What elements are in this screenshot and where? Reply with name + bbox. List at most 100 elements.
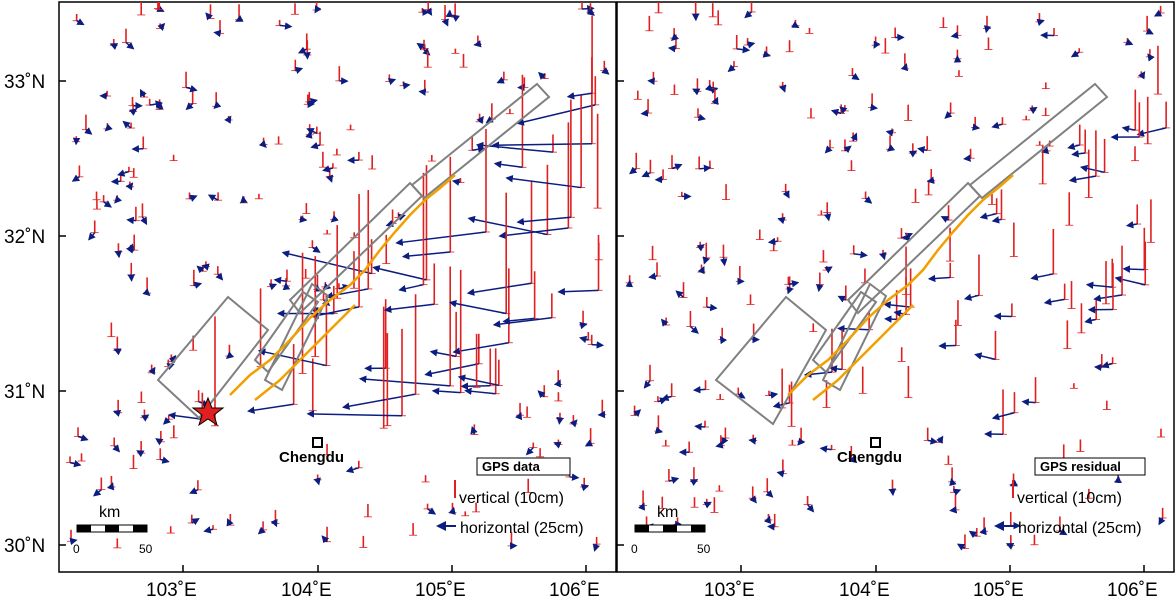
gps-station bbox=[142, 277, 152, 297]
gps-station bbox=[418, 79, 429, 96]
gps-station bbox=[189, 269, 203, 289]
gps-station bbox=[791, 19, 800, 29]
right-panel: Chengdu GPS residual vertical (10cm) hor… bbox=[616, 1, 1175, 573]
gps-station bbox=[722, 184, 731, 200]
left-scale-tick-50: 50 bbox=[139, 542, 153, 556]
gps-station bbox=[600, 60, 610, 75]
gps-station bbox=[1153, 45, 1162, 95]
x-tick-106e-left: 106˚E bbox=[549, 580, 600, 599]
gps-station bbox=[303, 94, 316, 109]
gps-station bbox=[670, 28, 680, 41]
gps-station bbox=[553, 439, 563, 449]
gps-station bbox=[904, 365, 913, 399]
gps-station bbox=[423, 51, 432, 68]
gps-station bbox=[113, 538, 122, 549]
gps-station bbox=[702, 498, 712, 509]
gps-station bbox=[569, 415, 578, 428]
gps-station bbox=[1084, 488, 1093, 499]
gps-station bbox=[235, 4, 244, 22]
gps-station bbox=[815, 272, 824, 293]
gps-station bbox=[464, 348, 500, 396]
gps-station bbox=[819, 250, 828, 263]
gps-station bbox=[1143, 15, 1154, 35]
gps-station bbox=[991, 117, 1007, 129]
gps-station bbox=[395, 129, 490, 246]
gps-station bbox=[705, 79, 714, 92]
gps-station bbox=[399, 81, 411, 90]
gps-station bbox=[1093, 245, 1127, 302]
gps-station bbox=[129, 454, 138, 469]
gps-station bbox=[689, 467, 699, 486]
gps-station bbox=[917, 136, 932, 154]
gps-station bbox=[677, 191, 692, 201]
gps-station bbox=[475, 113, 484, 125]
gps-station bbox=[1041, 82, 1050, 90]
gps-station bbox=[648, 245, 657, 261]
gps-station bbox=[678, 441, 694, 456]
gps-station bbox=[155, 430, 165, 446]
gps-station bbox=[819, 444, 836, 453]
gps-station bbox=[640, 99, 653, 117]
gps-station bbox=[321, 526, 332, 544]
gps-station bbox=[363, 503, 372, 518]
gps-station bbox=[1021, 377, 1040, 406]
gps-station bbox=[710, 89, 719, 106]
gps-station bbox=[358, 266, 455, 387]
gps-station bbox=[923, 427, 939, 445]
gps-station bbox=[303, 40, 312, 60]
x-tick-105e-right: 105˚E bbox=[973, 580, 1024, 599]
gps-station bbox=[953, 49, 962, 63]
gps-station bbox=[1030, 534, 1039, 546]
y-tick-30n: 30˚N bbox=[4, 536, 45, 557]
gps-station bbox=[1145, 49, 1155, 62]
y-tick-32n: 32˚N bbox=[4, 227, 45, 248]
gps-station bbox=[306, 328, 406, 418]
gps-station bbox=[81, 114, 93, 135]
gps-station bbox=[273, 269, 291, 285]
gps-station bbox=[979, 517, 989, 536]
gps-station bbox=[107, 475, 116, 491]
gps-station bbox=[938, 319, 960, 350]
gps-station bbox=[345, 460, 363, 474]
gps-station bbox=[129, 168, 138, 178]
gps-station bbox=[207, 192, 223, 202]
gps-station bbox=[383, 263, 439, 314]
gps-station bbox=[536, 448, 545, 458]
gps-station bbox=[275, 19, 293, 30]
gps-station bbox=[1153, 5, 1165, 17]
gps-station bbox=[748, 434, 758, 445]
gps-station bbox=[946, 227, 955, 262]
gps-station bbox=[1070, 48, 1084, 58]
gps-station bbox=[1068, 130, 1100, 184]
gps-station bbox=[185, 91, 197, 111]
gps-station bbox=[74, 427, 89, 442]
gps-station bbox=[654, 2, 663, 14]
right-scale-tick-0: 0 bbox=[631, 542, 638, 556]
gps-station bbox=[1022, 115, 1031, 121]
x-axis: 103˚E 104˚E 105˚E 106˚E 103˚E 104˚E 105˚… bbox=[146, 565, 1158, 599]
gps-station bbox=[638, 490, 648, 511]
gps-station bbox=[107, 322, 116, 338]
gps-station bbox=[254, 193, 263, 200]
gps-station bbox=[258, 137, 268, 149]
gps-station bbox=[1125, 204, 1142, 229]
gps-station bbox=[881, 38, 890, 54]
gps-station bbox=[849, 245, 868, 259]
right-gps-vectors bbox=[625, 2, 1171, 551]
gps-station bbox=[797, 427, 806, 446]
gps-station bbox=[664, 469, 680, 484]
gps-station bbox=[226, 513, 235, 527]
y-tick-31n: 31˚N bbox=[4, 382, 45, 403]
gps-station bbox=[505, 95, 586, 189]
gps-station bbox=[298, 215, 308, 223]
gps-station bbox=[155, 2, 164, 11]
gps-station bbox=[641, 159, 655, 178]
gps-station bbox=[203, 525, 218, 534]
gps-station bbox=[182, 71, 198, 93]
gps-station bbox=[586, 3, 595, 16]
gps-station bbox=[1136, 101, 1171, 137]
gps-station bbox=[803, 495, 815, 513]
gps-station bbox=[847, 445, 858, 464]
gps-station bbox=[448, 192, 511, 315]
x-tick-106e-right: 106˚E bbox=[1107, 580, 1158, 599]
